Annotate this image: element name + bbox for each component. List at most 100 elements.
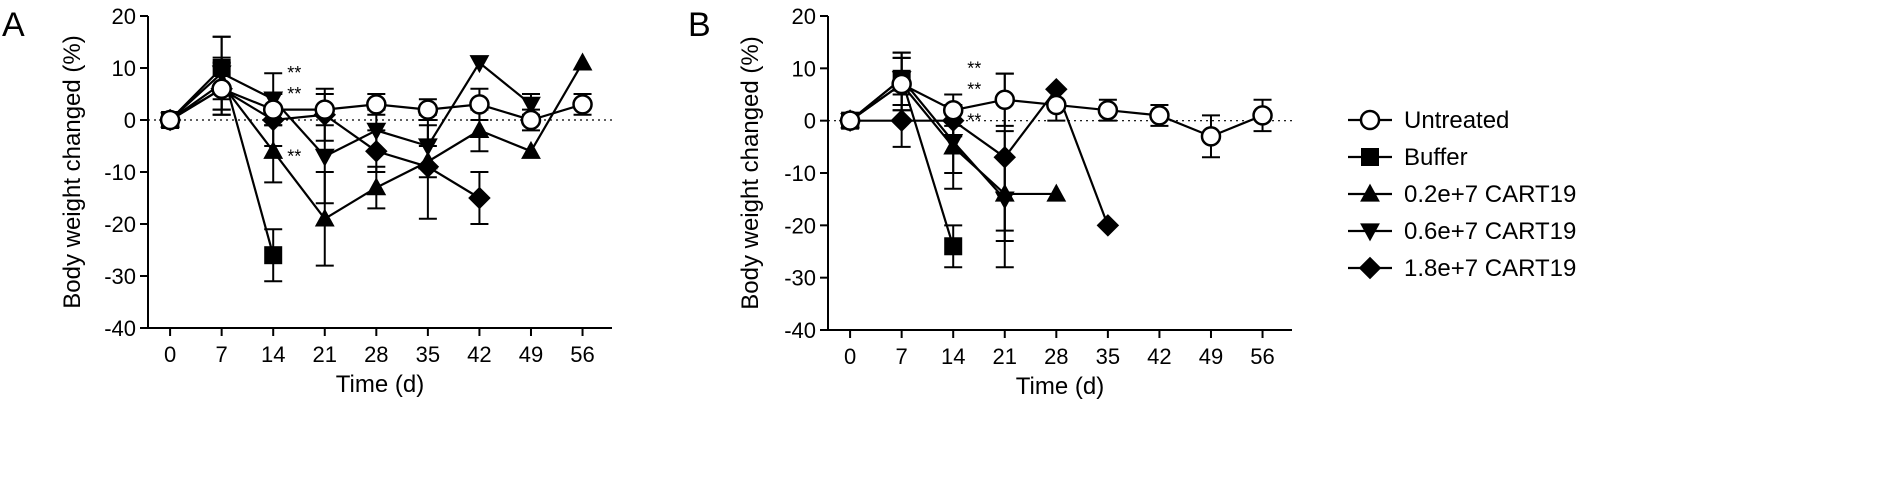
x-tick-label: 14 bbox=[261, 342, 285, 367]
data-point bbox=[944, 237, 963, 256]
data-point bbox=[263, 140, 284, 159]
data-point bbox=[314, 148, 335, 167]
x-tick-label: 14 bbox=[941, 344, 965, 369]
data-point bbox=[521, 140, 541, 159]
x-tick-label: 56 bbox=[570, 342, 594, 367]
data-point bbox=[943, 133, 964, 152]
x-tick-label: 28 bbox=[364, 342, 388, 367]
data-point bbox=[1097, 99, 1119, 121]
data-point bbox=[469, 55, 490, 74]
y-tick-label: -40 bbox=[784, 318, 816, 343]
x-tick-label: 0 bbox=[844, 344, 856, 369]
x-tick-label: 21 bbox=[993, 344, 1017, 369]
y-tick-label: -20 bbox=[784, 213, 816, 238]
legend-entry: Untreated bbox=[1348, 107, 1509, 134]
significance-mark: ** bbox=[967, 58, 981, 78]
data-point bbox=[366, 122, 387, 141]
data-point bbox=[994, 191, 1015, 210]
y-tick-label: 0 bbox=[804, 109, 816, 134]
x-tick-label: 42 bbox=[1147, 344, 1171, 369]
y-tick-label: -20 bbox=[104, 212, 136, 237]
data-point bbox=[1200, 126, 1222, 147]
series-circle-open bbox=[839, 56, 1273, 159]
data-point bbox=[1096, 214, 1120, 237]
legend-label: Untreated bbox=[1404, 107, 1509, 134]
y-tick-label: -30 bbox=[104, 264, 136, 289]
x-tick-label: 7 bbox=[216, 342, 228, 367]
legend-marker bbox=[1361, 148, 1379, 166]
data-point bbox=[994, 89, 1016, 110]
legend-marker bbox=[1360, 223, 1380, 242]
y-tick-label: -40 bbox=[104, 316, 136, 341]
series-circle-open bbox=[159, 61, 593, 132]
legend-entry: Buffer bbox=[1348, 144, 1468, 171]
x-tick-label: 7 bbox=[896, 344, 908, 369]
legend-marker bbox=[1360, 183, 1380, 202]
x-tick-label: 35 bbox=[416, 342, 440, 367]
x-tick-label: 21 bbox=[313, 342, 337, 367]
data-point bbox=[469, 120, 490, 139]
legend-entry: 0.6e+7 CART19 bbox=[1348, 218, 1576, 245]
x-tick-label: 42 bbox=[467, 342, 491, 367]
y-axis-title: Body weight changed (%) bbox=[737, 36, 764, 310]
data-point bbox=[417, 99, 439, 120]
panel-a: A -40 -30 -20 -10 0 10 20 0 7 14 21 28 35 42 49 56 Time (… bbox=[2, 4, 612, 398]
significance-mark: ** bbox=[967, 111, 981, 131]
data-point bbox=[572, 52, 593, 71]
data-point bbox=[264, 246, 283, 265]
legend-marker bbox=[1358, 256, 1382, 280]
significance-mark: ** bbox=[287, 84, 301, 104]
y-tick-label: 10 bbox=[112, 56, 136, 81]
data-point bbox=[159, 109, 181, 131]
legend-label: 0.2e+7 CART19 bbox=[1404, 181, 1576, 208]
y-tick-label: 0 bbox=[124, 108, 136, 133]
series-line bbox=[849, 77, 1006, 200]
legend-label: 1.8e+7 CART19 bbox=[1404, 255, 1576, 282]
data-point bbox=[891, 73, 912, 95]
data-point bbox=[366, 94, 387, 115]
x-tick-label: 28 bbox=[1044, 344, 1068, 369]
y-tick-label: -10 bbox=[784, 161, 816, 186]
data-point bbox=[314, 99, 336, 120]
panel-label: A bbox=[2, 6, 25, 44]
series-line bbox=[169, 61, 532, 158]
x-axis-title: Time (d) bbox=[1016, 373, 1104, 400]
data-point bbox=[521, 96, 541, 115]
legend-marker bbox=[1359, 109, 1381, 131]
data-point bbox=[1046, 183, 1067, 202]
significance-mark: ** bbox=[287, 146, 301, 166]
x-axis-title: Time (d) bbox=[336, 371, 424, 398]
data-point bbox=[1149, 105, 1170, 126]
data-point bbox=[839, 110, 861, 131]
legend-entry: 0.2e+7 CART19 bbox=[1348, 181, 1576, 208]
y-tick-label: -30 bbox=[784, 266, 816, 291]
x-tick-label: 0 bbox=[164, 342, 176, 367]
legend: Untreated Buffer 0.2e+7 CART19 0.6e+7 CART1… bbox=[1348, 107, 1576, 282]
panel-label: B bbox=[688, 6, 711, 44]
x-tick-label: 49 bbox=[519, 342, 543, 367]
data-point bbox=[468, 186, 491, 210]
y-tick-label: 20 bbox=[112, 4, 136, 29]
y-tick-label: -10 bbox=[104, 160, 136, 185]
y-tick-label: 10 bbox=[792, 56, 816, 81]
y-tick-label: 20 bbox=[792, 4, 816, 29]
x-tick-label: 35 bbox=[1096, 344, 1120, 369]
legend-entry: 1.8e+7 CART19 bbox=[1348, 255, 1576, 282]
data-point bbox=[314, 208, 335, 227]
data-point bbox=[366, 177, 387, 196]
data-point bbox=[1252, 105, 1273, 126]
data-point bbox=[1046, 94, 1067, 116]
x-tick-label: 49 bbox=[1199, 344, 1223, 369]
legend-label: 0.6e+7 CART19 bbox=[1404, 218, 1576, 245]
significance-mark: ** bbox=[287, 63, 301, 83]
y-axis-title: Body weight changed (%) bbox=[59, 35, 86, 309]
data-point bbox=[211, 78, 232, 100]
data-point bbox=[520, 109, 542, 131]
data-point bbox=[262, 99, 284, 120]
panel-b: B -40 -30 -20 -10 0 10 20 0 7 14 21 28 35 42 49 56 Time (… bbox=[688, 4, 1292, 400]
data-point bbox=[942, 99, 964, 121]
legend-label: Buffer bbox=[1404, 144, 1468, 171]
x-tick-label: 56 bbox=[1250, 344, 1274, 369]
data-point bbox=[572, 94, 593, 115]
